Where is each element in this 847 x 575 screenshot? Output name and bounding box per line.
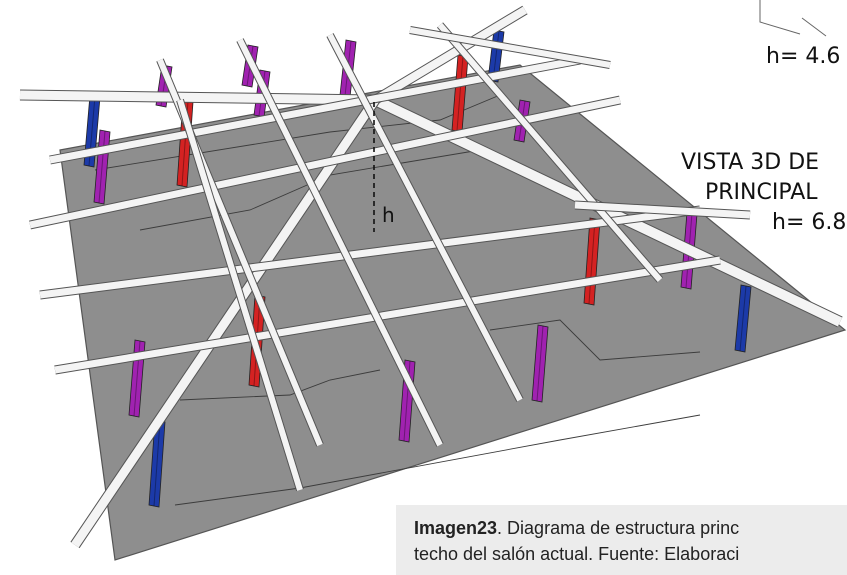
beam-body — [71, 97, 379, 548]
height-label-main: h= 6.8 — [772, 210, 847, 235]
beam — [372, 5, 528, 105]
beam-body — [372, 6, 528, 104]
height-marker: h — [373, 102, 395, 232]
beam — [436, 22, 664, 283]
beam-body — [54, 256, 721, 374]
slab-outline-line — [139, 149, 481, 231]
view-title-line2: PRINCIPAL — [705, 180, 818, 205]
column-edge — [588, 218, 596, 305]
roof-beams — [19, 5, 843, 549]
beam — [70, 96, 380, 549]
column-face — [531, 324, 549, 403]
beam-body — [327, 33, 523, 402]
column-edge — [153, 420, 161, 507]
beam — [49, 55, 581, 165]
slab-surface — [59, 64, 847, 561]
beam-body — [39, 206, 701, 299]
beam-body — [437, 23, 663, 282]
beam — [19, 89, 376, 106]
beam — [326, 33, 524, 402]
floor-slab — [59, 64, 847, 561]
caption-line1: Imagen23. Diagrama de estructura princ — [414, 515, 847, 541]
beam — [54, 255, 721, 375]
column-edge — [456, 55, 464, 132]
beam-body — [409, 27, 611, 68]
column-edge — [98, 130, 106, 204]
beam-body — [49, 56, 581, 164]
caption-text1: . Diagrama de estructura princ — [497, 518, 740, 538]
column-face — [734, 284, 752, 353]
slab-outline-line — [94, 94, 501, 171]
caption-title: Imagen23 — [414, 518, 498, 538]
slab-outline-line — [489, 319, 701, 361]
beam — [39, 205, 701, 300]
slab-outline-line — [179, 369, 381, 401]
beam — [409, 26, 611, 69]
beam-body — [177, 99, 303, 491]
height-marker-label: h — [382, 203, 395, 227]
column — [531, 324, 549, 403]
caption-line2: techo del salón actual. Fuente: Elaborac… — [414, 544, 740, 564]
corner-sketch-fragment — [759, 0, 827, 37]
beam-body — [19, 90, 376, 105]
slab-outline-line — [174, 414, 701, 506]
view-title-line1: VISTA 3D DE — [681, 150, 820, 175]
beam-body — [237, 38, 443, 447]
beam — [574, 200, 751, 220]
column-edge — [739, 285, 747, 352]
column — [734, 284, 752, 353]
beam — [176, 98, 304, 492]
beam — [236, 38, 444, 447]
figure-caption: Imagen23. Diagrama de estructura princ t… — [396, 505, 847, 575]
column-edge — [536, 325, 544, 402]
height-label-small: h= 4.6 — [766, 44, 841, 69]
beam-body — [574, 201, 751, 219]
